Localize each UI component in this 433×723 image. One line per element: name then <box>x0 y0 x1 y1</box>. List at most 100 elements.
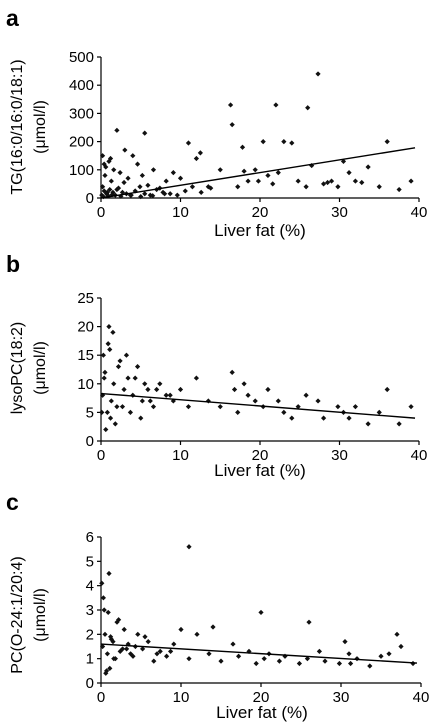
panel-a-x-tick-label: 40 <box>411 204 428 221</box>
panel-b-data-point <box>205 398 211 404</box>
panel-a-data-point <box>198 189 204 195</box>
panel-b-ylabel-line2: (μmol/l) <box>32 341 49 395</box>
panel-b-x-tick-label: 40 <box>411 447 428 464</box>
panel-a-data-point <box>142 191 148 197</box>
panel-c-xlabel: Liver fat (%) <box>216 703 308 722</box>
panel-c-x-tick-label: 20 <box>253 689 270 706</box>
panel-b-data-point <box>115 364 122 370</box>
panel-b-data-point <box>185 404 192 410</box>
panel-b-y-tick-label: 10 <box>77 376 94 393</box>
panel-a-y-tick-label: 500 <box>69 49 94 66</box>
panel-a-data-point <box>177 175 184 181</box>
panel-b-data-point <box>100 352 106 358</box>
panel-b-data-point <box>252 398 258 404</box>
panel-c-data-point <box>218 658 224 664</box>
panel-c-x-tick-label: 10 <box>173 689 190 706</box>
panel-b-data-point <box>110 329 116 335</box>
panel-b-y-tick-label: 20 <box>77 319 94 336</box>
panel-c-data-point <box>104 668 110 674</box>
panel-a-data-point <box>145 182 151 188</box>
panel-b-data-point <box>130 392 136 398</box>
panel-b-y-tick-label: 0 <box>86 433 94 450</box>
panel-a-data-point <box>137 184 143 190</box>
panel-c-data-point <box>135 631 141 637</box>
panel-a-data-point <box>376 184 382 190</box>
panel-b-data-point <box>132 375 138 381</box>
panel-a-data-point <box>134 161 141 167</box>
panel-c-ylabel-line1: PC(O-24:1/20:4) <box>9 556 26 673</box>
panel-a-data-point <box>170 170 176 176</box>
panel-b-data-point <box>107 415 114 421</box>
panel-b-data-point <box>99 409 105 415</box>
panel-a-x-tick-label: 0 <box>97 204 105 221</box>
panel-a-data-point <box>305 105 311 111</box>
panel-a-data-point <box>217 167 223 173</box>
panel-a-data-point <box>107 186 113 193</box>
panel-c-data-point <box>125 641 131 647</box>
panel-b-data-point <box>154 386 160 393</box>
panel-c-data-point <box>322 658 328 664</box>
panel-c-data-point <box>346 651 352 657</box>
panel-b-data-point <box>303 392 309 398</box>
panel-b-data-point <box>112 421 118 427</box>
panel-c-data-point <box>112 656 118 662</box>
panel-c-y-tick-label: 4 <box>86 578 94 595</box>
panel-a-data-point <box>182 188 188 194</box>
panel-c-data-point <box>348 660 354 667</box>
panel-c-data-point <box>276 658 282 664</box>
panel-c-data-point <box>186 656 192 662</box>
panel-c-data-point <box>258 609 264 616</box>
panel-a-data-point <box>122 147 128 153</box>
panel-c-data-point <box>104 651 110 657</box>
panel-a-data-point <box>99 192 105 198</box>
panel-b-data-point <box>150 404 157 410</box>
panel-b-x-tick-label: 30 <box>331 447 348 464</box>
panel-a-data-point <box>245 178 251 184</box>
panel-c-data-point <box>154 651 160 657</box>
panel-a-trend-line <box>100 147 416 199</box>
panel-a-data-point <box>396 186 402 193</box>
panel-a-data-point <box>162 191 168 197</box>
panel-c-data-point <box>114 619 120 625</box>
panel-a-data-point <box>328 178 335 184</box>
panel-a-ylabel-line2: (μmol/l) <box>32 100 49 154</box>
panel-a-data-point <box>335 184 341 190</box>
panel-c-data-point <box>157 648 163 654</box>
panel-c-data-point <box>108 634 114 640</box>
panel-b-x-tick-label: 10 <box>172 447 189 464</box>
panel-a-data-point <box>260 139 266 145</box>
panel-b-data-point <box>104 409 110 415</box>
panel-c-data-point <box>100 595 106 601</box>
panel-a-data-point <box>117 170 123 176</box>
panel-c-data-point <box>316 648 322 654</box>
panel-a-data-point <box>235 184 241 190</box>
panel-c-data-point <box>398 643 404 650</box>
panel-a-data-point <box>138 193 144 200</box>
panel-c-data-point <box>140 646 146 652</box>
panel-a-data-point <box>359 179 365 186</box>
panel-c-data-point <box>304 656 310 662</box>
panel-b-data-point <box>114 404 120 410</box>
panel-c-y-tick-label: 2 <box>86 626 94 643</box>
panel-a-x-tick-label: 20 <box>252 204 269 221</box>
panel-c-data-point <box>100 643 106 650</box>
panel-a-xlabel: Liver fat (%) <box>214 221 306 240</box>
panel-b-data-point <box>231 386 238 393</box>
panel-b-data-point <box>121 386 127 393</box>
panel-c-data-point <box>306 619 312 625</box>
panel-b-data-point <box>125 375 131 381</box>
panel-b-data-point <box>157 381 163 387</box>
panel-a-data-point <box>101 188 107 194</box>
panel-c-data-point <box>121 626 127 633</box>
panel-b-data-point <box>241 381 247 387</box>
panel-c-data-point <box>342 639 348 645</box>
panel-b-data-point <box>102 369 108 375</box>
panel-b-y-tick-label: 5 <box>86 404 94 421</box>
panel-b-data-point <box>170 398 176 404</box>
panel-c-data-point <box>394 631 400 637</box>
panel-a-data-point <box>111 167 117 173</box>
panel-b-data-point <box>139 398 145 404</box>
panel-c-data-point <box>206 651 212 657</box>
panel-c-data-point <box>142 634 148 640</box>
panel-a-data-point <box>241 168 247 174</box>
